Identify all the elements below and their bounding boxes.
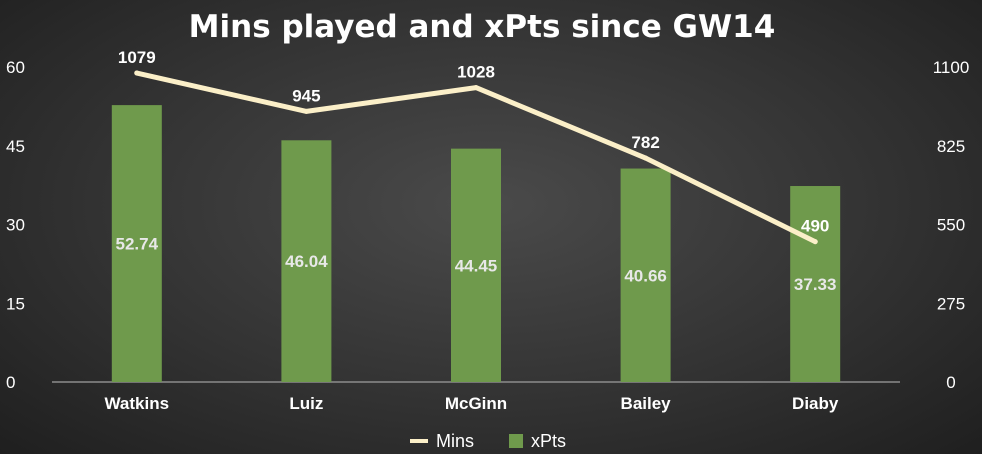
line-point [303,108,309,114]
line-data-label: 782 [631,133,659,152]
y-left-tick-label: 0 [6,373,15,392]
y-left-tick-label: 15 [6,294,25,313]
legend-label-xpts: xPts [531,431,566,451]
line-point [134,70,140,76]
bar [790,186,841,382]
line-point [643,155,649,161]
line-point [473,85,479,91]
bar-data-label: 52.74 [116,235,159,254]
y-left-tick-label: 60 [6,58,25,77]
bar [451,148,501,382]
axes: 0 15 30 45 60 0 275 550 825 1100 Watkins Luiz McGinn… [6,58,969,413]
line-data-label: 1079 [118,48,156,67]
y-right-tick-label: 825 [937,137,965,156]
bar-data-label: 37.33 [794,275,837,294]
x-tick-label: Luiz [289,394,323,413]
bar [620,168,671,382]
chart-title: Mins played and xPts since GW14 [189,9,776,45]
y-right-tick-label: 275 [937,294,965,313]
bar-data-label: 40.66 [624,266,667,285]
bar-data-label: 44.45 [455,256,498,275]
y-right-tick-label: 1100 [933,58,970,77]
line-data-label: 490 [801,217,829,236]
bar [281,140,332,382]
bar [111,105,162,383]
line-series [134,70,818,245]
line-data-label: 945 [292,86,320,105]
x-tick-label: Diaby [792,394,839,413]
x-tick-label: McGinn [445,394,507,413]
legend-marker-xpts [509,434,523,448]
y-right-tick-label: 550 [937,216,965,235]
x-tick-label: Watkins [105,394,170,413]
x-tick-label: Bailey [621,394,672,413]
bar-series [111,105,841,383]
y-left-tick-label: 30 [6,216,25,235]
line-data-label: 1028 [457,63,495,82]
bar-data-label: 46.04 [285,252,328,271]
y-left-tick-label: 45 [6,137,25,156]
line-point [812,239,818,245]
legend-label-mins: Mins [436,431,474,451]
y-right-tick-label: 0 [946,373,955,392]
legend: Mins xPts [410,431,566,451]
data-labels: 52.74 46.04 44.45 40.66 37.33 1079 945 1028 782 4… [116,48,837,294]
